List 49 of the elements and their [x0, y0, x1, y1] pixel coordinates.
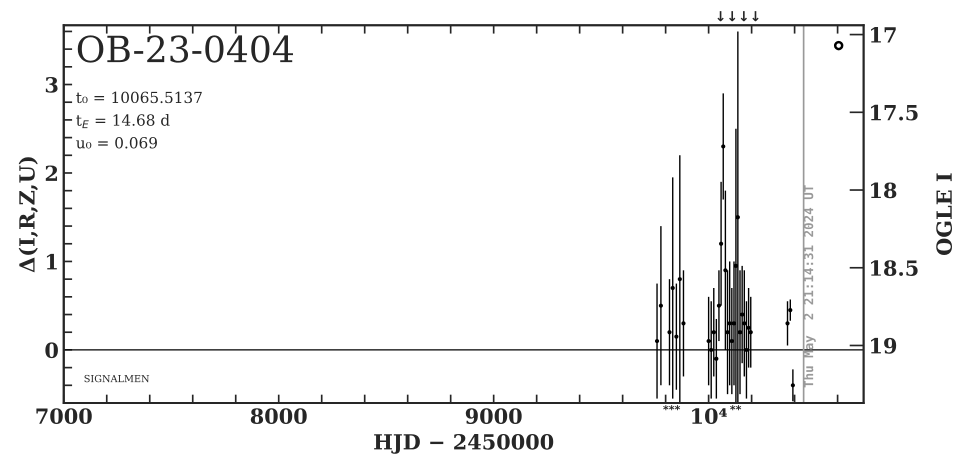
point [658, 304, 663, 308]
x-tick-label: 7000 [36, 408, 92, 424]
point [716, 304, 722, 308]
x-tick-label: 10⁴ [692, 408, 727, 424]
text: ** [730, 405, 742, 410]
point [748, 330, 753, 334]
y2-tick-label: 17.5 [871, 104, 918, 121]
point [681, 321, 686, 326]
y-tick-label: 3 [46, 76, 58, 93]
point [730, 338, 734, 344]
point [740, 312, 744, 317]
x-axis-title: HJD − 2450000 [374, 434, 554, 454]
annotation: u₀ = 0.069 [76, 136, 157, 149]
point [678, 277, 682, 282]
y-tick-label: 2 [46, 165, 58, 181]
point [742, 321, 746, 326]
point [670, 286, 675, 290]
chart-title: OB-23-0404 [78, 35, 294, 63]
point [790, 383, 795, 388]
point [788, 308, 792, 312]
point [834, 40, 844, 50]
annotation: SIGNALMEN [84, 374, 150, 382]
x-tick-label: 9000 [466, 408, 522, 424]
y2-tick-label: 19 [871, 338, 896, 354]
point [654, 338, 660, 344]
y2-tick-label: 18 [871, 182, 896, 198]
text: ↓↓↓↓ [717, 11, 759, 22]
annotation: t$_{E}$ = 14.68 d [76, 114, 170, 128]
point [721, 144, 726, 149]
y2-tick-label: 17 [871, 27, 896, 42]
x-tick-label: 8000 [250, 408, 307, 424]
point [785, 321, 790, 326]
y2-axis-title: OGLE I [936, 173, 952, 255]
point [719, 242, 724, 246]
text: *** [663, 405, 680, 410]
y2-tick-label: 18.5 [871, 260, 918, 276]
point [728, 321, 732, 326]
y-tick-label: 0 [45, 342, 58, 358]
point [746, 326, 751, 330]
point [723, 268, 728, 272]
point [714, 356, 718, 361]
y-tick-label: 1 [46, 254, 57, 270]
point [674, 334, 678, 339]
point [667, 330, 672, 334]
point [712, 330, 716, 334]
annotation: t₀ = 10065.5137 [76, 92, 202, 104]
annotation: Thu May 2 21:14:31 2024 UT [804, 185, 816, 388]
point [706, 338, 711, 344]
y-axis-title: Δ(I,R,Z,U) [18, 157, 38, 272]
